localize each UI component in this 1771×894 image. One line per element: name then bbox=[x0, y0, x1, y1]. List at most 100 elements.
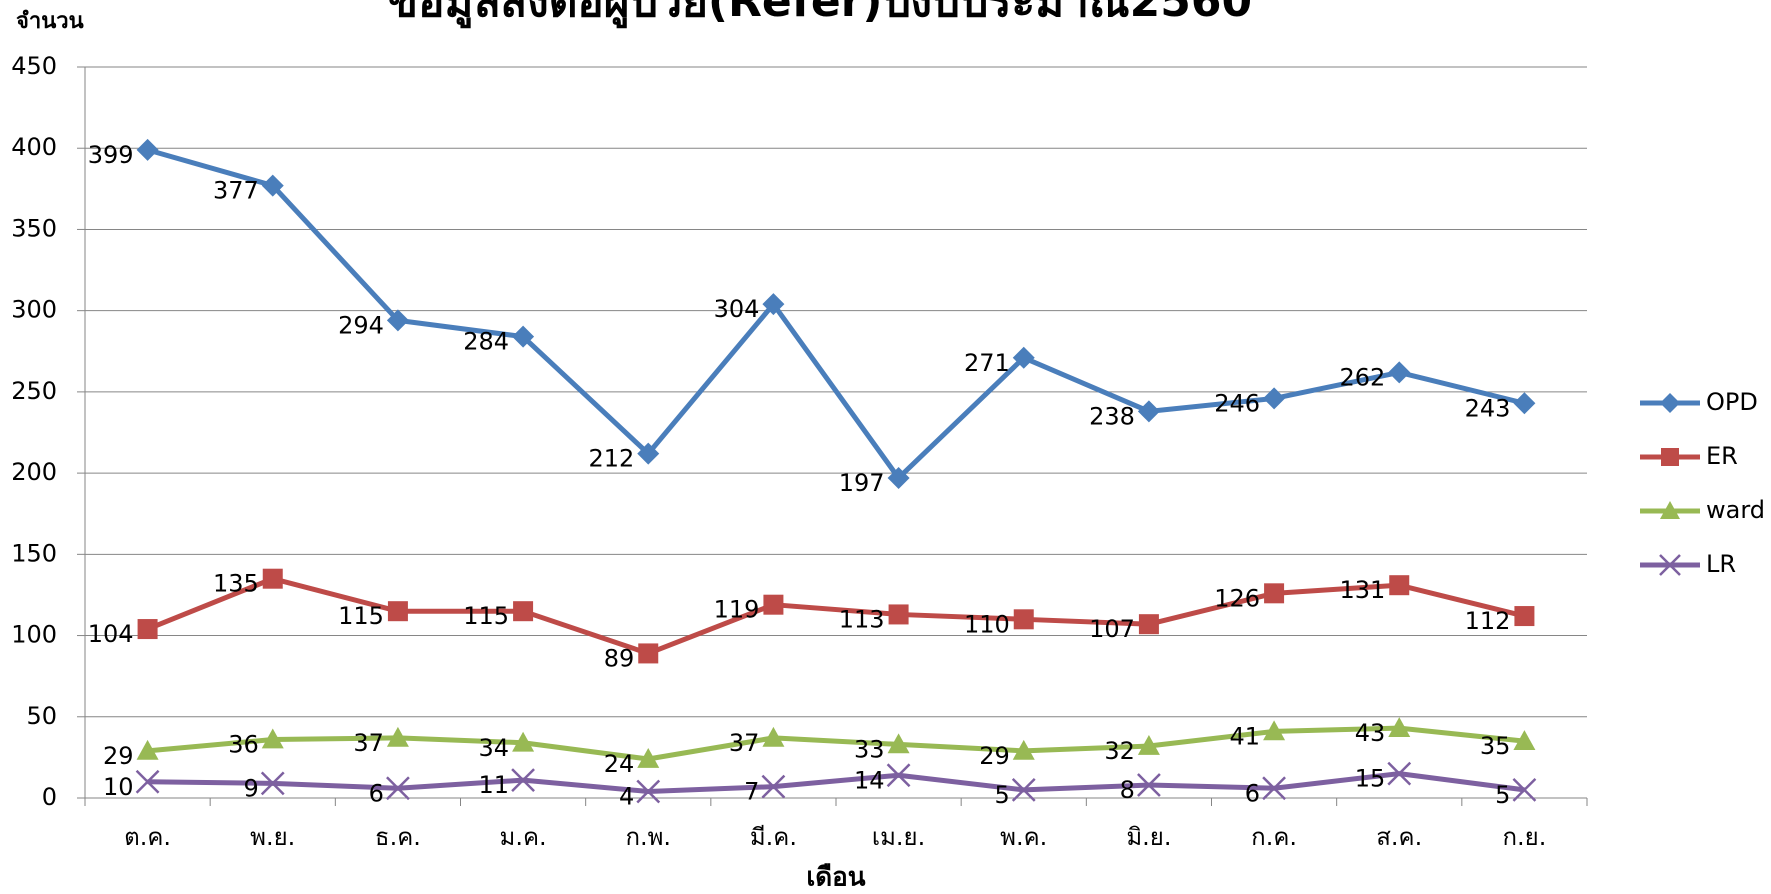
marker bbox=[888, 604, 909, 625]
data-label: 135 bbox=[213, 570, 259, 598]
data-label: 212 bbox=[588, 445, 634, 473]
marker bbox=[512, 731, 535, 752]
marker bbox=[1387, 761, 1412, 786]
x-tick-label: มิ.ย. bbox=[1126, 823, 1171, 851]
marker bbox=[887, 466, 910, 489]
legend-label: LR bbox=[1706, 550, 1736, 578]
data-label: 112 bbox=[1465, 607, 1511, 635]
marker bbox=[1513, 392, 1536, 415]
data-label: 41 bbox=[1230, 722, 1261, 750]
x-tick-label: เม.ย. bbox=[872, 823, 925, 851]
x-tick-label: พ.ย. bbox=[250, 823, 295, 851]
data-label: 271 bbox=[964, 349, 1010, 377]
data-label: 238 bbox=[1089, 402, 1135, 430]
data-label: 7 bbox=[744, 778, 759, 806]
data-label: 4 bbox=[619, 783, 634, 811]
marker bbox=[260, 771, 285, 796]
marker bbox=[636, 779, 661, 804]
marker bbox=[1660, 501, 1680, 519]
marker bbox=[886, 763, 911, 788]
data-label: 104 bbox=[88, 620, 134, 648]
data-label: 10 bbox=[103, 773, 134, 801]
legend-label: OPD bbox=[1706, 388, 1758, 416]
marker bbox=[136, 138, 159, 161]
data-label: 119 bbox=[714, 596, 760, 624]
series-line bbox=[146, 576, 1526, 656]
data-label: 243 bbox=[1465, 394, 1511, 422]
marker bbox=[763, 594, 784, 615]
marker bbox=[513, 601, 534, 622]
marker bbox=[1012, 346, 1035, 369]
data-label: 24 bbox=[604, 750, 635, 778]
marker bbox=[386, 776, 410, 801]
data-label: 89 bbox=[604, 644, 635, 672]
data-label: 5 bbox=[1495, 781, 1510, 809]
data-label: 11 bbox=[479, 771, 510, 799]
marker bbox=[637, 748, 660, 768]
data-label: 35 bbox=[1480, 732, 1511, 760]
data-label: 43 bbox=[1355, 719, 1386, 747]
x-tick-label: ต.ค. bbox=[124, 823, 171, 851]
data-label: 36 bbox=[228, 731, 259, 759]
marker bbox=[261, 174, 284, 197]
marker bbox=[1013, 609, 1034, 630]
marker bbox=[262, 568, 283, 589]
marker bbox=[1388, 361, 1411, 384]
marker bbox=[136, 739, 159, 760]
x-tick-label: ม.ค. bbox=[500, 823, 547, 851]
data-label: 294 bbox=[338, 311, 384, 339]
marker bbox=[135, 769, 160, 794]
series-line bbox=[147, 725, 1525, 762]
x-tick-label: ก.พ. bbox=[625, 823, 671, 851]
y-tick-label: 100 bbox=[11, 621, 57, 649]
data-label: 37 bbox=[353, 729, 384, 757]
marker bbox=[1389, 575, 1410, 596]
marker bbox=[1264, 583, 1285, 604]
x-tick-label: ก.ย. bbox=[1502, 823, 1546, 851]
y-tick-label: 0 bbox=[42, 783, 57, 811]
chart-title: ข้อมูลส่งต่อผู้ป่วย(Refer)ปีงบประมาณ2560 bbox=[388, 0, 1252, 28]
data-label: 131 bbox=[1339, 576, 1385, 604]
data-label: 110 bbox=[964, 610, 1010, 638]
marker bbox=[1513, 730, 1536, 750]
data-label: 377 bbox=[213, 177, 259, 205]
data-label: 29 bbox=[979, 742, 1010, 770]
data-label: 14 bbox=[854, 766, 885, 794]
marker bbox=[1012, 739, 1035, 760]
series-line bbox=[147, 771, 1525, 795]
x-tick-label: ธ.ค. bbox=[375, 823, 421, 851]
marker bbox=[386, 309, 409, 332]
data-label: 34 bbox=[479, 734, 510, 762]
data-label: 29 bbox=[103, 742, 134, 770]
marker bbox=[638, 643, 659, 664]
y-axis-label: จำนวน bbox=[16, 9, 84, 34]
data-label: 399 bbox=[88, 141, 134, 169]
marker bbox=[762, 293, 785, 316]
data-label: 262 bbox=[1339, 363, 1385, 391]
legend-label: ER bbox=[1706, 442, 1738, 470]
marker bbox=[1661, 448, 1679, 466]
data-label: 6 bbox=[1245, 779, 1260, 807]
marker bbox=[1137, 773, 1161, 797]
data-label: 9 bbox=[243, 774, 258, 802]
marker bbox=[761, 774, 786, 799]
marker bbox=[387, 601, 408, 622]
y-tick-label: 450 bbox=[11, 52, 57, 80]
data-label: 33 bbox=[854, 735, 885, 763]
y-tick-label: 350 bbox=[11, 214, 57, 242]
marker bbox=[1512, 777, 1537, 802]
marker bbox=[511, 768, 535, 793]
marker bbox=[1011, 777, 1036, 802]
marker bbox=[261, 728, 284, 749]
legend-label: ward bbox=[1706, 496, 1765, 524]
marker bbox=[1262, 776, 1286, 801]
x-axis-label: เดือน bbox=[806, 863, 865, 893]
data-label: 6 bbox=[369, 779, 384, 807]
data-label: 32 bbox=[1104, 737, 1135, 765]
data-label: 15 bbox=[1355, 765, 1386, 793]
data-label: 115 bbox=[338, 602, 384, 630]
marker bbox=[386, 726, 409, 747]
y-tick-label: 300 bbox=[11, 296, 57, 324]
data-label: 126 bbox=[1214, 584, 1260, 612]
